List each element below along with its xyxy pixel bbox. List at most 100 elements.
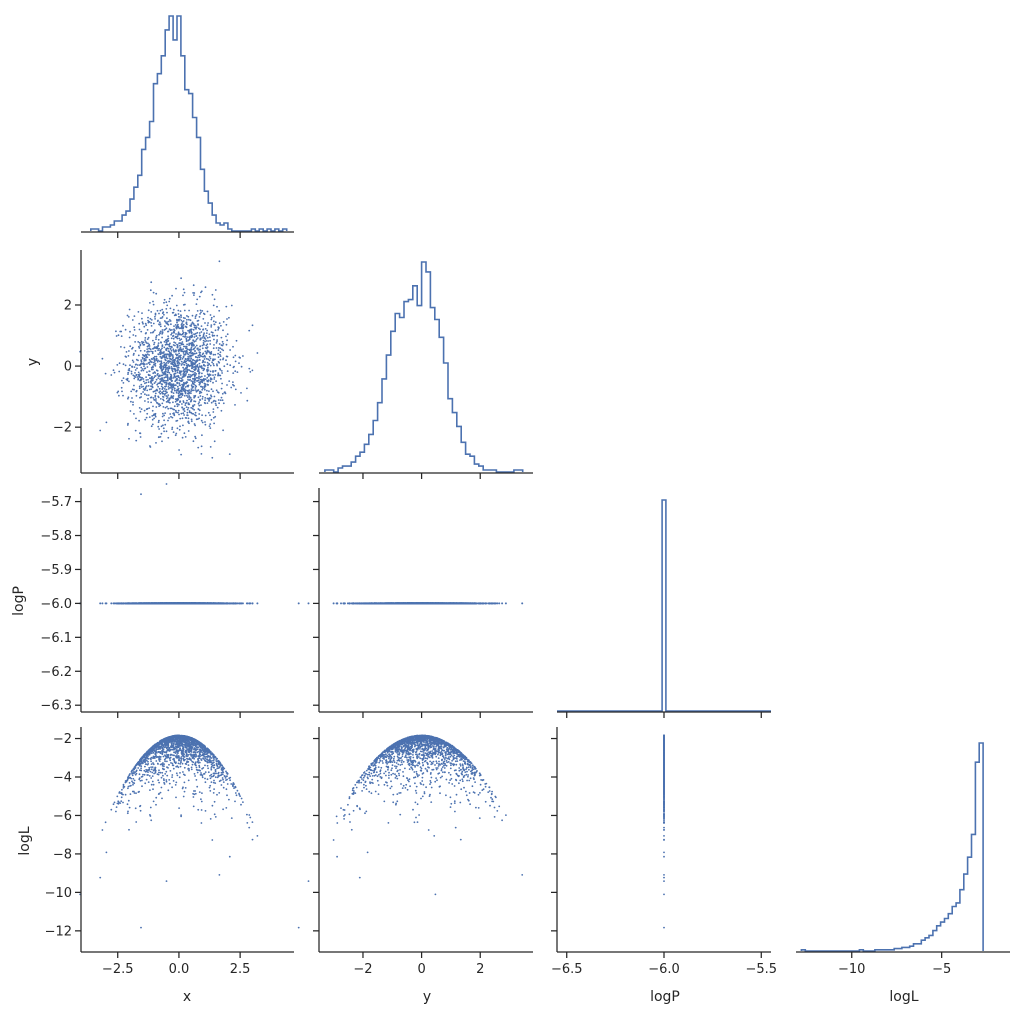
scatter-point	[194, 387, 197, 389]
scatter-point	[176, 318, 178, 321]
scatter-point	[217, 326, 220, 328]
scatter-point	[199, 390, 201, 393]
scatter-point	[150, 319, 153, 321]
scatter-point	[191, 352, 194, 354]
scatter-point	[156, 309, 159, 312]
scatter-point	[148, 343, 151, 346]
scatter-point	[178, 372, 181, 374]
scatter-point	[206, 402, 209, 404]
scatter-point	[132, 334, 135, 336]
scatter-point	[192, 322, 195, 325]
scatter-point	[150, 396, 153, 399]
scatter-point	[211, 361, 214, 364]
scatter-point	[225, 359, 227, 362]
scatter-point	[165, 430, 168, 433]
scatter-point	[147, 401, 150, 403]
scatter-point	[142, 380, 145, 383]
scatter-point	[170, 415, 172, 418]
scatter-point	[167, 368, 169, 370]
scatter-point	[206, 397, 209, 400]
scatter-point	[162, 390, 165, 393]
scatter-point	[203, 332, 206, 335]
scatter-point	[172, 337, 175, 340]
scatter-point	[218, 367, 221, 370]
scatter-point	[188, 389, 191, 391]
scatter-point	[172, 359, 175, 361]
scatter-point	[200, 311, 202, 314]
scatter-point	[194, 424, 197, 427]
scatter-point	[215, 342, 218, 344]
scatter-point	[169, 357, 172, 360]
scatter-point	[161, 368, 163, 371]
scatter-point	[201, 353, 204, 356]
scatter-point	[197, 369, 200, 371]
scatter-point	[212, 374, 214, 376]
scatter-point	[127, 350, 130, 352]
scatter-point	[118, 394, 120, 397]
scatter-point	[163, 301, 165, 304]
scatter-point	[169, 307, 172, 310]
scatter-point	[99, 429, 102, 432]
scatter-point	[220, 409, 223, 412]
scatter-point	[157, 382, 160, 385]
scatter-point	[177, 313, 180, 315]
scatter-point	[204, 383, 207, 385]
scatter-point	[209, 397, 212, 400]
scatter-point	[181, 363, 184, 365]
scatter-point	[161, 356, 163, 359]
scatter-point	[175, 432, 178, 435]
scatter-point	[152, 372, 155, 375]
scatter-point	[251, 324, 254, 327]
scatter-point	[153, 329, 156, 332]
scatter-point	[132, 374, 135, 377]
scatter-point	[172, 344, 175, 346]
scatter-point	[208, 390, 210, 392]
scatter-point	[190, 390, 192, 393]
scatter-point	[176, 403, 178, 405]
scatter-point	[170, 345, 173, 348]
scatter-point	[191, 367, 193, 369]
scatter-point	[178, 316, 181, 318]
scatter-point	[195, 338, 198, 341]
scatter-point	[196, 310, 199, 312]
scatter-point	[172, 408, 175, 411]
scatter-point	[142, 344, 145, 346]
scatter-point	[138, 419, 141, 422]
scatter-point	[207, 379, 210, 382]
scatter-point	[197, 408, 200, 411]
scatter-point	[118, 370, 121, 373]
scatter-point	[200, 325, 203, 327]
scatter-point	[137, 371, 140, 374]
scatter-point	[151, 415, 154, 417]
scatter-point	[212, 320, 215, 323]
scatter-point	[189, 324, 192, 327]
scatter-point	[221, 382, 224, 385]
scatter-point	[124, 364, 127, 367]
scatter-point	[188, 348, 191, 351]
scatter-point	[200, 375, 203, 378]
scatter-point	[137, 377, 140, 380]
scatter-point	[185, 360, 188, 363]
scatter-point	[182, 323, 185, 326]
scatter-point	[212, 390, 214, 393]
scatter-point	[203, 388, 206, 391]
scatter-point	[161, 308, 164, 311]
scatter-point	[153, 361, 155, 364]
scatter-point	[209, 602, 212, 605]
scatter-point	[138, 602, 141, 605]
scatter-point	[231, 602, 234, 605]
scatter-point	[199, 349, 201, 351]
scatter-point	[164, 328, 167, 331]
scatter-point	[152, 405, 154, 408]
scatter-point	[191, 373, 194, 376]
scatter-point	[154, 375, 157, 377]
scatter-x-y	[79, 260, 259, 496]
scatter-point	[217, 352, 220, 355]
scatter-point	[164, 390, 167, 393]
scatter-point	[118, 602, 121, 605]
scatter-point	[148, 416, 151, 418]
scatter-point	[158, 436, 161, 438]
scatter-point	[222, 329, 224, 332]
scatter-point	[170, 366, 173, 368]
scatter-point	[132, 403, 134, 406]
